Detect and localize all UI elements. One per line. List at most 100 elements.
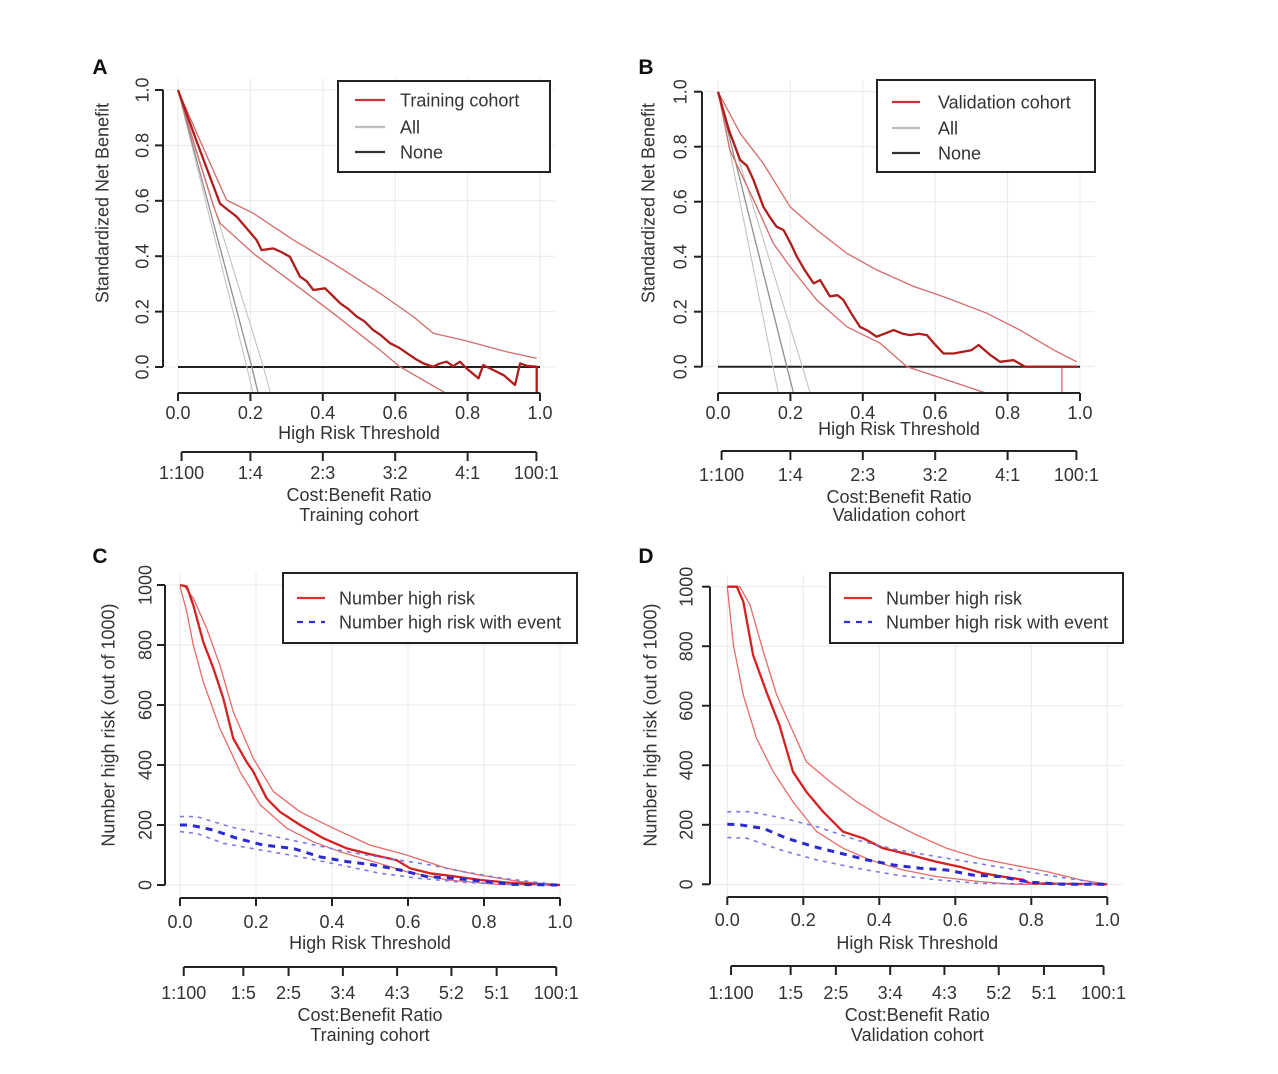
x-tick-label: 1.0 — [1067, 403, 1092, 423]
y-tick-label: 0 — [676, 879, 696, 889]
series-line-validation-cohort — [716, 91, 1077, 368]
x-axis: 0.0 0.2 0.4 0.6 0.8 1.0 High Risk Threshold — [715, 896, 1120, 953]
cost-benefit-tick-label: 2:3 — [850, 465, 875, 485]
panel-letter: B — [638, 56, 653, 79]
cost-benefit-axis-title: Cost:Benefit Ratio — [826, 487, 971, 507]
y-tick-label: 400 — [676, 750, 696, 780]
panel-letter: A — [92, 56, 107, 79]
y-tick-label: 0.2 — [132, 299, 152, 324]
legend: Training cohort All None — [337, 80, 551, 173]
y-tick-label: 800 — [676, 631, 696, 661]
legend-label: Number high risk with event — [339, 612, 561, 632]
cost-benefit-tick-label: 1:5 — [778, 983, 803, 1003]
cost-benefit-tick-label: 5:1 — [484, 983, 509, 1003]
legend-label: All — [400, 117, 420, 137]
legend-label: Number high risk — [339, 588, 476, 608]
series-line-number-high-risk-upper-ci — [727, 586, 1108, 885]
series-group — [176, 89, 540, 393]
legend-box — [282, 572, 578, 644]
series-line-all — [717, 91, 794, 392]
x-tick-label: 0.6 — [923, 403, 948, 423]
cost-benefit-tick-label: 100:1 — [1054, 465, 1099, 485]
cost-benefit-axis-title: Cost:Benefit Ratio — [286, 485, 431, 505]
x-tick-label: 0.6 — [383, 403, 408, 423]
legend-label: None — [938, 143, 981, 163]
cost-benefit-tick-label: 1:100 — [159, 463, 204, 483]
series-line-number-high-risk-with-event-lower-ci — [727, 836, 1108, 886]
y-tick-label: 0.8 — [132, 133, 152, 158]
x-tick-label: 0.6 — [943, 910, 968, 930]
y-tick-label: 0.0 — [670, 354, 690, 379]
y-tick-label: 0 — [135, 880, 155, 890]
legend-entry: All — [892, 118, 958, 138]
cost-benefit-tick-label: 1:5 — [231, 983, 256, 1003]
x-tick-label: 1.0 — [1095, 910, 1120, 930]
y-tick-label: 800 — [135, 630, 155, 660]
cost-benefit-tick-label: 1:100 — [161, 983, 206, 1003]
series-line-validation-cohort-lower-ci — [717, 91, 1077, 392]
cost-benefit-tick-label: 5:2 — [439, 983, 464, 1003]
legend-label: Number high risk — [886, 588, 1023, 608]
legend-entry: None — [355, 142, 443, 162]
y-tick-label: 0.8 — [670, 134, 690, 159]
cost-benefit-tick-label: 5:1 — [1031, 983, 1056, 1003]
x-tick-label: 0.4 — [850, 403, 875, 423]
cost-benefit-axis: 1:100 1:4 2:3 3:2 4:1 100:1 Cost:Benefit Ratio… — [699, 450, 1099, 525]
series-line-number-high-risk-with-event-lower-ci — [179, 830, 561, 886]
cost-benefit-axis: 1:100 1:5 2:5 3:4 4:3 5:2 5:1 100:1 Cost:Benefit… — [709, 965, 1126, 1045]
cost-benefit-tick-label: 1:100 — [709, 983, 754, 1003]
series-line-number-high-risk-with-event — [180, 823, 561, 887]
cost-benefit-tick-label: 3:4 — [878, 983, 903, 1003]
x-tick-label: 0.0 — [165, 403, 190, 423]
x-tick-label: 0.0 — [167, 912, 192, 932]
cost-benefit-tick-label: 1:100 — [699, 465, 744, 485]
cost-benefit-tick-label: 2:5 — [276, 983, 301, 1003]
series-group — [716, 91, 1080, 392]
series-line-number-high-risk-upper-ci — [182, 584, 561, 886]
y-tick-label: 400 — [135, 750, 155, 780]
series-line-all-lower-ci — [717, 91, 779, 392]
y-tick-label: 1000 — [676, 567, 696, 607]
series-line-number-high-risk-with-event-upper-ci — [180, 815, 561, 886]
x-tick-label: 1.0 — [547, 912, 572, 932]
cost-benefit-tick-label: 4:3 — [385, 983, 410, 1003]
legend-box — [829, 572, 1124, 644]
legend-entry: All — [355, 117, 420, 137]
series-line-training-cohort-upper-ci — [177, 89, 537, 360]
cost-benefit-axis: 1:100 1:4 2:3 3:2 4:1 100:1 Cost:Benefit Ratio… — [159, 451, 559, 525]
cohort-subtitle: Validation cohort — [833, 505, 966, 525]
panel-a: A 0.0 0.2 0.4 0.6 0.8 1.0 Standardized Net Bene… — [92, 56, 559, 525]
x-tick-label: 0.2 — [243, 912, 268, 932]
x-tick-label: 0.4 — [310, 403, 335, 423]
x-tick-label: 0.2 — [238, 403, 263, 423]
legend-label: Validation cohort — [938, 92, 1071, 112]
x-tick-label: 0.4 — [319, 912, 344, 932]
y-tick-label: 0.2 — [670, 299, 690, 324]
legend-entry: Number high risk — [297, 588, 476, 608]
x-axis-title: High Risk Threshold — [818, 419, 980, 439]
legend-entry: Number high risk with event — [297, 612, 561, 632]
cost-benefit-axis-title: Cost:Benefit Ratio — [845, 1005, 990, 1025]
cost-benefit-tick-label: 3:2 — [383, 463, 408, 483]
y-axis-title: Standardized Net Benefit — [92, 103, 112, 303]
y-axis: 0.0 0.2 0.4 0.6 0.8 1.0 Standardized Net Benef… — [92, 77, 164, 380]
y-axis: 0.0 0.2 0.4 0.6 0.8 1.0 Standardized Net Benef… — [638, 79, 703, 379]
legend-label: Training cohort — [400, 90, 519, 110]
y-axis-title: Number high risk (out of 1000) — [98, 603, 118, 846]
series-line-number-high-risk — [179, 583, 561, 887]
series-line-all-lower-ci — [177, 89, 254, 393]
y-tick-label: 0.4 — [670, 244, 690, 269]
cost-benefit-tick-label: 4:1 — [455, 463, 480, 483]
panel-d: D 0 200 400 600 800 1000 Number high risk (out … — [638, 545, 1126, 1045]
y-tick-label: 600 — [135, 690, 155, 720]
x-tick-label: 0.2 — [791, 910, 816, 930]
x-axis-title: High Risk Threshold — [278, 423, 440, 443]
series-line-all — [177, 89, 259, 393]
x-tick-label: 0.8 — [995, 403, 1020, 423]
cost-benefit-tick-label: 2:3 — [310, 463, 335, 483]
cost-benefit-tick-label: 3:4 — [330, 983, 355, 1003]
x-axis-title: High Risk Threshold — [836, 933, 998, 953]
x-tick-label: 0.2 — [778, 403, 803, 423]
cost-benefit-tick-label: 1:4 — [238, 463, 263, 483]
